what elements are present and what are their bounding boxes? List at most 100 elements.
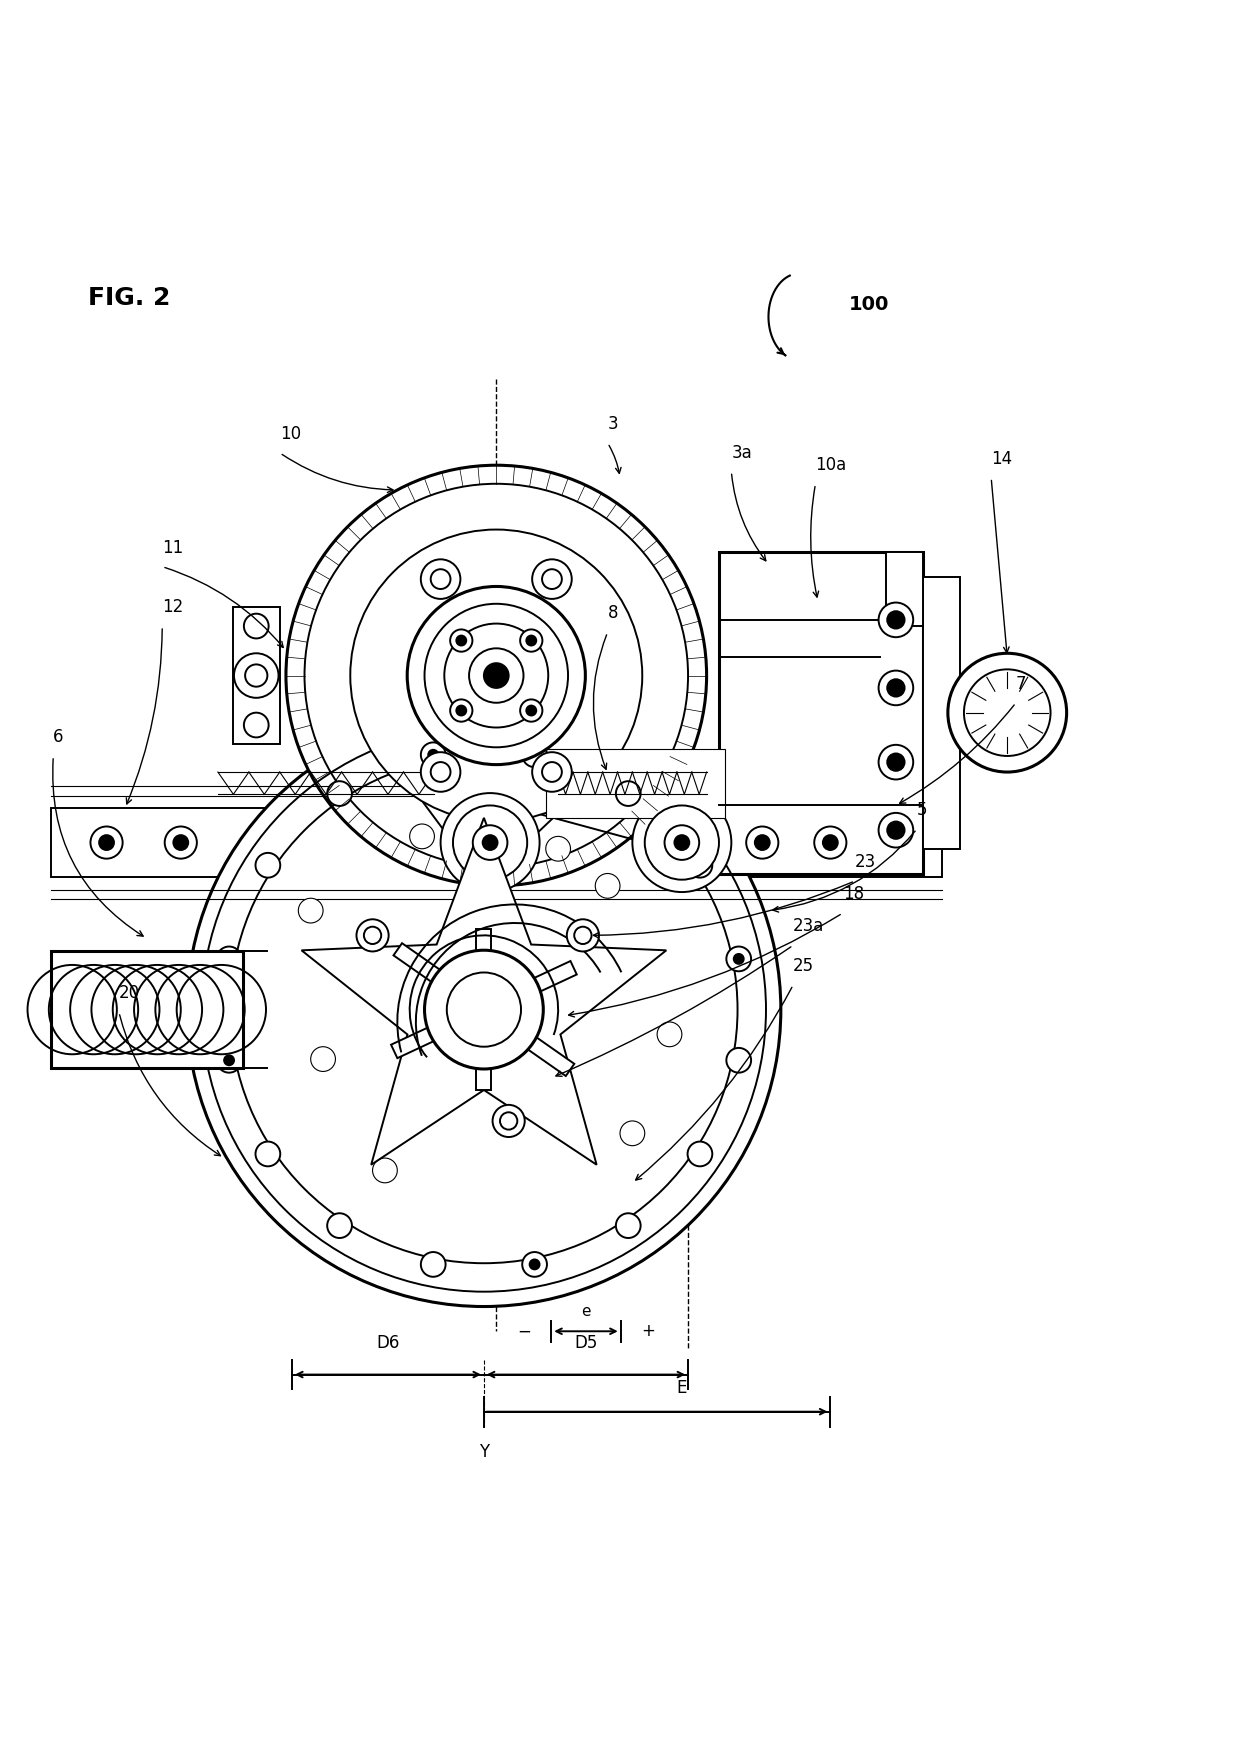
Circle shape [947, 653, 1066, 772]
Bar [719, 552, 923, 874]
Circle shape [372, 1158, 397, 1183]
Bar [923, 577, 960, 849]
Circle shape [407, 587, 585, 765]
Circle shape [532, 753, 572, 791]
Circle shape [286, 465, 707, 886]
Text: Y: Y [479, 1443, 489, 1460]
Polygon shape [476, 929, 491, 1090]
Circle shape [244, 613, 269, 638]
Circle shape [660, 826, 692, 860]
Circle shape [567, 919, 599, 952]
Text: 10: 10 [280, 425, 301, 444]
Bar [546, 748, 725, 818]
Circle shape [879, 603, 913, 638]
Text: E: E [677, 1378, 687, 1398]
Circle shape [595, 874, 620, 898]
Circle shape [574, 926, 591, 943]
Text: 8: 8 [608, 604, 618, 622]
Circle shape [746, 826, 779, 860]
Circle shape [484, 664, 508, 688]
Text: e: e [582, 1303, 590, 1319]
Circle shape [99, 835, 114, 851]
Text: D5: D5 [574, 1335, 598, 1352]
Text: 20: 20 [119, 984, 140, 1003]
Circle shape [529, 1260, 539, 1270]
Circle shape [727, 1048, 751, 1073]
Circle shape [532, 559, 572, 599]
Polygon shape [393, 943, 574, 1076]
Circle shape [879, 744, 913, 779]
Text: 14: 14 [991, 449, 1012, 468]
Circle shape [424, 950, 543, 1069]
Text: 25: 25 [794, 957, 815, 975]
Circle shape [522, 1253, 547, 1277]
Circle shape [420, 1253, 445, 1277]
Bar [51, 950, 243, 1069]
Circle shape [450, 699, 472, 722]
Text: 23: 23 [856, 853, 877, 872]
Circle shape [645, 805, 719, 880]
Circle shape [879, 812, 913, 847]
Circle shape [687, 853, 712, 877]
Circle shape [888, 680, 904, 697]
Circle shape [823, 835, 838, 851]
Circle shape [453, 805, 527, 880]
Text: 3: 3 [608, 416, 619, 433]
Circle shape [542, 762, 562, 783]
Circle shape [409, 825, 434, 849]
Circle shape [224, 1055, 234, 1066]
Text: 3a: 3a [732, 444, 753, 461]
Circle shape [420, 753, 460, 791]
Circle shape [440, 793, 539, 893]
Text: 100: 100 [849, 295, 889, 314]
Circle shape [815, 826, 847, 860]
Circle shape [424, 604, 568, 748]
Polygon shape [301, 818, 666, 1165]
Circle shape [755, 835, 770, 851]
Circle shape [675, 835, 689, 851]
Bar [51, 807, 941, 877]
Circle shape [526, 706, 536, 716]
Circle shape [520, 629, 542, 652]
Text: D6: D6 [376, 1335, 399, 1352]
Circle shape [428, 749, 438, 760]
Circle shape [456, 706, 466, 716]
Circle shape [522, 742, 547, 767]
Text: 10a: 10a [816, 456, 847, 473]
Polygon shape [391, 961, 577, 1059]
Text: −: − [517, 1322, 531, 1340]
Circle shape [327, 781, 352, 805]
Circle shape [187, 713, 781, 1307]
Circle shape [888, 821, 904, 839]
Circle shape [665, 825, 699, 860]
Circle shape [430, 762, 450, 783]
Circle shape [542, 570, 562, 589]
Circle shape [165, 826, 197, 860]
Circle shape [217, 947, 242, 971]
Circle shape [888, 611, 904, 629]
Text: 23a: 23a [794, 917, 825, 935]
Circle shape [879, 671, 913, 706]
Text: 12: 12 [162, 597, 184, 617]
Circle shape [234, 653, 279, 697]
Text: +: + [641, 1322, 655, 1340]
Circle shape [327, 1212, 352, 1239]
Circle shape [500, 1113, 517, 1130]
Text: FIG. 2: FIG. 2 [88, 287, 170, 311]
Circle shape [472, 825, 507, 860]
Circle shape [482, 835, 497, 851]
Circle shape [91, 826, 123, 860]
Circle shape [363, 926, 381, 943]
Text: 5: 5 [916, 802, 928, 819]
Circle shape [657, 1022, 682, 1046]
Circle shape [244, 713, 269, 737]
Circle shape [450, 629, 472, 652]
Text: 18: 18 [843, 886, 864, 903]
Circle shape [174, 835, 188, 851]
Text: 6: 6 [53, 728, 63, 746]
Circle shape [420, 742, 445, 767]
Circle shape [255, 853, 280, 877]
Circle shape [668, 835, 683, 851]
Circle shape [420, 559, 460, 599]
Circle shape [217, 1048, 242, 1073]
